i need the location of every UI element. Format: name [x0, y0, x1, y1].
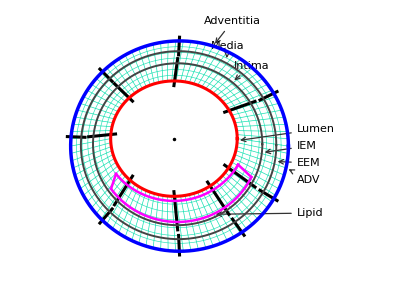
Text: Adventitia: Adventitia	[204, 16, 261, 43]
Text: IEM: IEM	[266, 141, 317, 154]
Text: ADV: ADV	[290, 170, 320, 185]
Text: Lipid: Lipid	[217, 208, 324, 218]
Text: Media: Media	[211, 40, 245, 57]
Text: Intima: Intima	[234, 61, 269, 80]
Text: EEM: EEM	[279, 158, 320, 168]
Text: Lumen: Lumen	[241, 124, 335, 142]
